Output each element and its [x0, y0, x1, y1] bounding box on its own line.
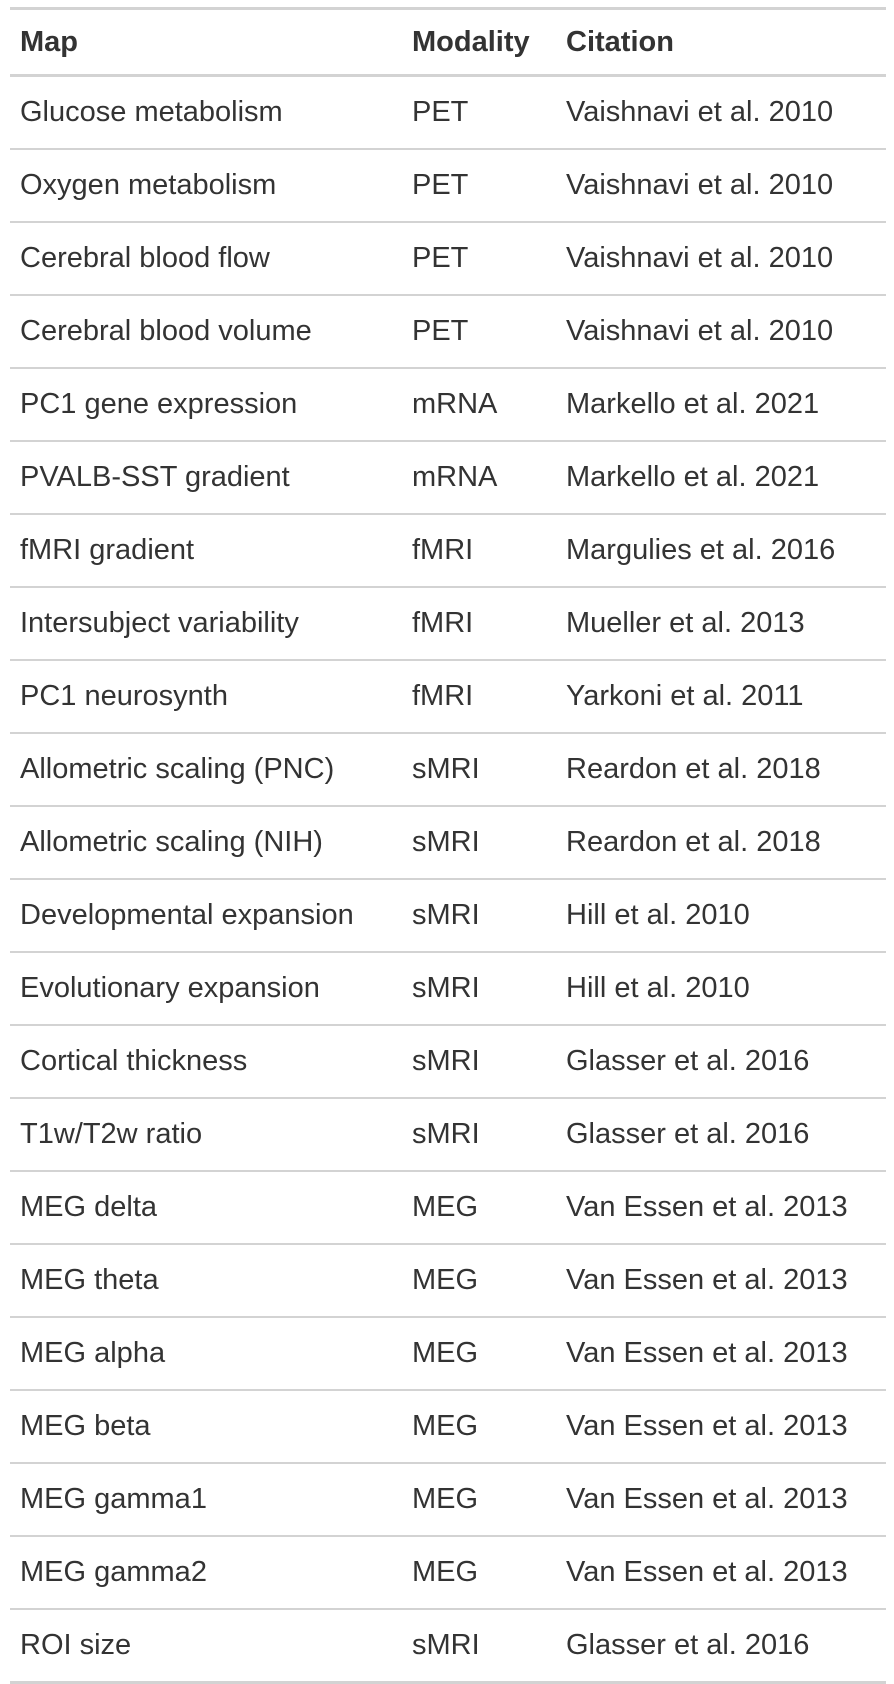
table-row: MEG theta MEG Van Essen et al. 2013 [10, 1243, 886, 1317]
cell-citation: Hill et al. 2010 [556, 951, 886, 1025]
table-row: MEG delta MEG Van Essen et al. 2013 [10, 1170, 886, 1244]
cell-map: MEG beta [10, 1389, 402, 1463]
cell-citation: Reardon et al. 2018 [556, 805, 886, 879]
cell-citation: Yarkoni et al. 2011 [556, 659, 886, 733]
cell-map: PC1 neurosynth [10, 659, 402, 733]
table-row: PVALB-SST gradient mRNA Markello et al. 20… [10, 440, 886, 514]
cell-citation: Van Essen et al. 2013 [556, 1243, 886, 1317]
cell-modality: PET [402, 148, 556, 222]
cell-citation: Van Essen et al. 2013 [556, 1535, 886, 1609]
maps-table: Map Modality Citation Glucose metabolism… [10, 10, 886, 1681]
table-header: Map Modality Citation [10, 10, 886, 77]
cell-citation: Vaishnavi et al. 2010 [556, 221, 886, 295]
cell-citation: Hill et al. 2010 [556, 878, 886, 952]
table-row: ROI size sMRI Glasser et al. 2016 [10, 1608, 886, 1681]
cell-citation: Glasser et al. 2016 [556, 1097, 886, 1171]
table-row: fMRI gradient fMRI Margulies et al. 2016 [10, 513, 886, 587]
table-row: Cortical thickness sMRI Glasser et al. 201… [10, 1024, 886, 1098]
cell-modality: MEG [402, 1170, 556, 1244]
table-body: Glucose metabolism PET Vaishnavi et al. 20… [10, 76, 886, 1681]
cell-citation: Reardon et al. 2018 [556, 732, 886, 806]
cell-map: PC1 gene expression [10, 367, 402, 441]
cell-map: Allometric scaling (NIH) [10, 805, 402, 879]
cell-modality: fMRI [402, 586, 556, 660]
cell-citation: Markello et al. 2021 [556, 440, 886, 514]
cell-modality: sMRI [402, 805, 556, 879]
cell-map: MEG gamma1 [10, 1462, 402, 1536]
cell-map: Evolutionary expansion [10, 951, 402, 1025]
table-row: Evolutionary expansion sMRI Hill et al. 20… [10, 951, 886, 1025]
cell-modality: sMRI [402, 732, 556, 806]
table-row: T1w/T2w ratio sMRI Glasser et al. 2016 [10, 1097, 886, 1171]
header-modality: Modality [402, 10, 556, 77]
header-map: Map [10, 10, 402, 77]
cell-citation: Van Essen et al. 2013 [556, 1316, 886, 1390]
cell-map: Cortical thickness [10, 1024, 402, 1098]
cell-modality: sMRI [402, 951, 556, 1025]
table-row: PC1 gene expression mRNA Markello et al. 2… [10, 367, 886, 441]
table-row: Cerebral blood flow PET Vaishnavi et al. 2… [10, 221, 886, 295]
cell-citation: Mueller et al. 2013 [556, 586, 886, 660]
cell-modality: PET [412, 96, 469, 128]
cell-map: Glucose metabolism [20, 96, 283, 128]
maps-table-container: Map Modality Citation Glucose metabolism… [10, 7, 886, 1684]
cell-modality: PET [402, 294, 556, 368]
table-row: PC1 neurosynth fMRI Yarkoni et al. 2011 [10, 659, 886, 733]
table-row: Developmental expansion sMRI Hill et al. 2… [10, 878, 886, 952]
table-row: Glucose metabolism PET Vaishnavi et al. 20… [10, 76, 886, 150]
cell-modality: MEG [402, 1535, 556, 1609]
cell-citation: Glasser et al. 2016 [556, 1024, 886, 1098]
cell-modality: fMRI [402, 659, 556, 733]
cell-modality: MEG [402, 1389, 556, 1463]
cell-modality: MEG [402, 1462, 556, 1536]
header-row: Map Modality Citation [10, 10, 886, 77]
table-row: Allometric scaling (NIH) sMRI Reardon et a… [10, 805, 886, 879]
cell-modality: sMRI [402, 1097, 556, 1171]
cell-modality: sMRI [402, 1608, 556, 1681]
cell-modality: sMRI [402, 878, 556, 952]
cell-map: PVALB-SST gradient [10, 440, 402, 514]
cell-map: Oxygen metabolism [10, 148, 402, 222]
cell-modality: MEG [402, 1316, 556, 1390]
cell-modality: MEG [402, 1243, 556, 1317]
cell-citation: Markello et al. 2021 [556, 367, 886, 441]
table-row: MEG alpha MEG Van Essen et al. 2013 [10, 1316, 886, 1390]
cell-modality: PET [402, 221, 556, 295]
table-row: Allometric scaling (PNC) sMRI Reardon et a… [10, 732, 886, 806]
cell-citation: Vaishnavi et al. 2010 [556, 294, 886, 368]
cell-modality: sMRI [402, 1024, 556, 1098]
cell-citation: Margulies et al. 2016 [556, 513, 886, 587]
table-row: MEG beta MEG Van Essen et al. 2013 [10, 1389, 886, 1463]
cell-citation: Van Essen et al. 2013 [556, 1389, 886, 1463]
cell-modality: mRNA [402, 440, 556, 514]
table-row: MEG gamma1 MEG Van Essen et al. 2013 [10, 1462, 886, 1536]
cell-modality: fMRI [402, 513, 556, 587]
table-row: Cerebral blood volume PET Vaishnavi et al.… [10, 294, 886, 368]
cell-map: fMRI gradient [10, 513, 402, 587]
table-row: Intersubject variability fMRI Mueller et a… [10, 586, 886, 660]
header-citation: Citation [556, 10, 886, 77]
cell-map: MEG theta [10, 1243, 402, 1317]
cell-modality: mRNA [402, 367, 556, 441]
cell-map: Intersubject variability [10, 586, 402, 660]
cell-map: Developmental expansion [10, 878, 402, 952]
cell-map: Cerebral blood volume [10, 294, 402, 368]
cell-map: Cerebral blood flow [10, 221, 402, 295]
cell-citation: Van Essen et al. 2013 [556, 1462, 886, 1536]
cell-map: T1w/T2w ratio [10, 1097, 402, 1171]
cell-citation: Glasser et al. 2016 [556, 1608, 886, 1681]
table-row: Oxygen metabolism PET Vaishnavi et al. 201… [10, 148, 886, 222]
cell-map: MEG delta [10, 1170, 402, 1244]
cell-map: ROI size [10, 1608, 402, 1681]
cell-map: MEG gamma2 [10, 1535, 402, 1609]
cell-citation: Vaishnavi et al. 2010 [566, 96, 834, 128]
cell-citation: Vaishnavi et al. 2010 [556, 148, 886, 222]
table-row: MEG gamma2 MEG Van Essen et al. 2013 [10, 1535, 886, 1609]
cell-map: Allometric scaling (PNC) [10, 732, 402, 806]
cell-citation: Van Essen et al. 2013 [556, 1170, 886, 1244]
cell-map: MEG alpha [10, 1316, 402, 1390]
